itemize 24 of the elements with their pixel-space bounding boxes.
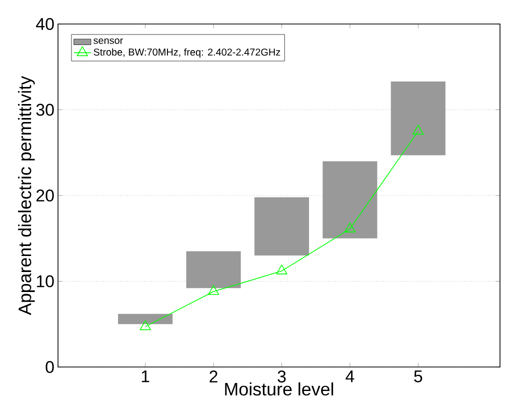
x-tick-label: 4 xyxy=(346,370,354,382)
point xyxy=(412,124,424,135)
bar xyxy=(390,81,446,156)
x-axis-title: Moisture level xyxy=(225,382,334,396)
x-tick-label: 2 xyxy=(210,370,218,382)
legend-label: sensor xyxy=(94,38,123,44)
y-tick-label: 40 xyxy=(36,18,54,30)
y-tick-label: 0 xyxy=(46,361,54,373)
point xyxy=(276,264,288,274)
bar xyxy=(322,161,378,238)
bar xyxy=(254,197,310,256)
point xyxy=(140,320,151,330)
y-tick-label: 30 xyxy=(36,104,54,116)
point xyxy=(344,222,356,232)
x-tick-label: 5 xyxy=(414,370,422,382)
point xyxy=(208,285,220,295)
y-tick-label: 10 xyxy=(36,275,54,288)
bar xyxy=(186,251,241,288)
bar xyxy=(118,314,173,324)
x-tick-label: 1 xyxy=(142,370,150,382)
legend-label: Strobe, BW:70MHz, freq: 2.402-2.472GHz xyxy=(94,48,280,58)
y-axis-title: Apparent dielectric permittivity xyxy=(18,76,35,316)
x-tick-label: 3 xyxy=(278,370,286,383)
y-tick-label: 20 xyxy=(36,190,54,202)
